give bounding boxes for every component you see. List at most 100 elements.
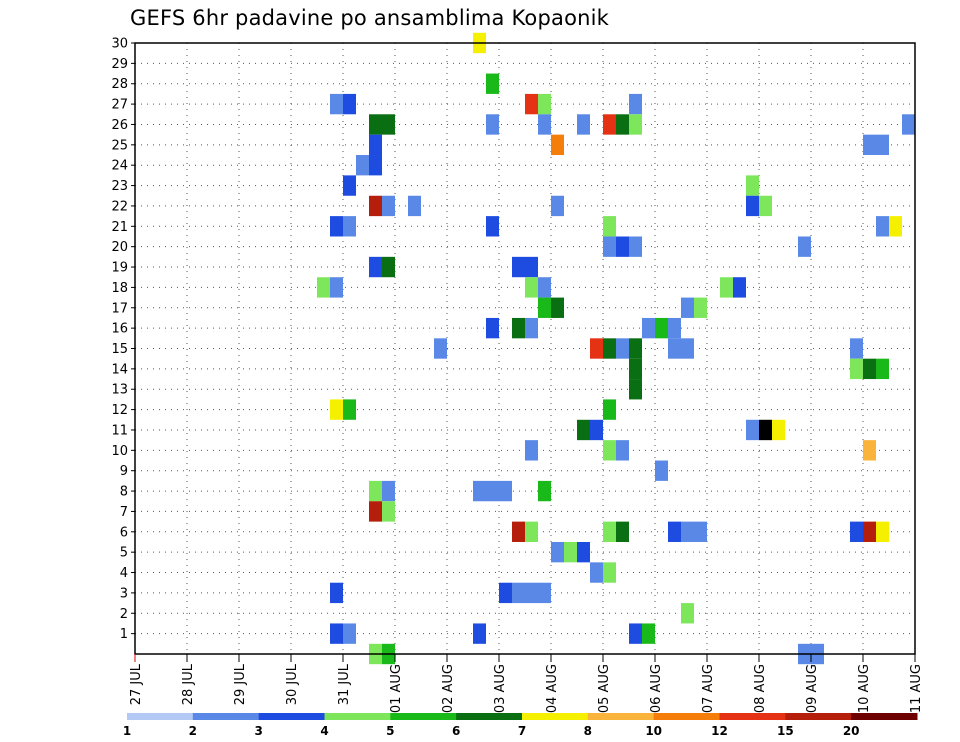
y-tick-label: 23: [111, 179, 128, 194]
y-tick-label: 30: [111, 37, 128, 52]
x-tick-label: 08 AUG: [753, 664, 768, 713]
y-tick-label: 19: [111, 261, 128, 276]
heatmap-cell: [616, 236, 629, 257]
heatmap-cell: [642, 317, 655, 339]
heatmap-cell: [668, 338, 681, 359]
heatmap-cell: [538, 114, 551, 135]
heatmap-cell: [564, 541, 577, 563]
heatmap-cell: [863, 440, 876, 461]
x-tick-label: 31 JUL: [337, 663, 352, 705]
heatmap-cell: [525, 521, 538, 542]
heatmap-cell: [603, 236, 616, 257]
heatmap-cell: [408, 195, 421, 217]
heatmap-cell: [629, 623, 642, 644]
heatmap-cell: [655, 317, 668, 339]
y-tick-label: 28: [111, 77, 128, 92]
heatmap-cell: [590, 419, 603, 441]
x-tick-label: 29 JUL: [233, 663, 248, 705]
legend-swatch: [192, 713, 260, 720]
heatmap-cell: [629, 114, 642, 135]
x-tick-label: 01 AUG: [389, 664, 404, 713]
y-tick-label: 16: [111, 322, 128, 337]
heatmap-cell: [889, 216, 902, 237]
y-tick-label: 29: [111, 57, 128, 72]
legend-swatch: [522, 713, 589, 720]
x-tick-label: 10 AUG: [857, 664, 872, 713]
heatmap-cell: [343, 216, 356, 237]
heatmap-cell: [655, 460, 668, 481]
heatmap-cell: [382, 256, 395, 278]
heatmap-cell: [343, 623, 356, 644]
heatmap-cell: [317, 277, 330, 298]
heatmap-cell: [681, 521, 694, 542]
heatmap-cell: [538, 277, 551, 298]
heatmap-cell: [434, 338, 447, 359]
heatmap-cell: [668, 317, 681, 339]
y-tick-label: 6: [120, 525, 128, 540]
legend-swatch: [851, 713, 918, 720]
heatmap-cell: [876, 134, 889, 156]
x-tick-label: 11 AUG: [909, 664, 924, 713]
y-tick-label: 18: [111, 281, 128, 296]
heatmap-cell: [603, 562, 616, 583]
heatmap-cell: [850, 338, 863, 359]
heatmap-cell: [525, 440, 538, 461]
legend-swatch: [653, 713, 720, 720]
heatmap-cell: [681, 603, 694, 624]
heatmap-cell: [512, 582, 525, 604]
y-tick-label: 12: [111, 403, 128, 418]
heatmap-cell: [525, 256, 538, 278]
heatmap-cell: [629, 338, 642, 359]
heatmap-cell: [499, 480, 512, 502]
heatmap-cell: [577, 541, 590, 563]
heatmap-cell: [876, 216, 889, 237]
y-tick-label: 22: [111, 199, 128, 214]
heatmap-cell: [538, 93, 551, 115]
heatmap-cell: [356, 155, 369, 176]
heatmap-cell: [590, 338, 603, 359]
heatmap-cell: [486, 317, 499, 339]
heatmap-cell: [863, 134, 876, 156]
y-tick-label: 10: [111, 444, 128, 459]
heatmap-cell: [343, 399, 356, 420]
heatmap-cell: [369, 155, 382, 176]
heatmap-cell: [512, 256, 525, 278]
x-tick-label: 05 AUG: [597, 664, 612, 713]
heatmap-cell: [343, 93, 356, 115]
heatmap-cell: [603, 114, 616, 135]
y-tick-label: 8: [120, 485, 128, 500]
legend-swatch: [324, 713, 391, 720]
legend-swatch: [456, 713, 523, 720]
heatmap-cell: [369, 114, 382, 135]
y-tick-label: 14: [111, 362, 128, 377]
heatmap-cell: [603, 216, 616, 237]
heatmap-cell: [681, 338, 694, 359]
legend-swatch: [127, 713, 194, 720]
legend-label: 6: [452, 724, 460, 738]
heatmap-cell: [759, 195, 772, 217]
legend-label: 20: [843, 724, 860, 738]
heatmap-cell: [551, 297, 564, 318]
legend-label: 10: [645, 724, 662, 738]
heatmap-cell: [902, 114, 915, 135]
heatmap-cell: [551, 541, 564, 563]
heatmap-cell: [330, 582, 343, 604]
heatmap-cell: [330, 216, 343, 237]
heatmap-cell: [616, 338, 629, 359]
heatmap-cell: [551, 195, 564, 217]
legend-label: 2: [189, 724, 197, 738]
heatmap-cell: [512, 521, 525, 542]
heatmap-cell: [382, 114, 395, 135]
legend-label: 1: [123, 724, 131, 738]
heatmap-cell: [369, 195, 382, 217]
heatmap-cell: [759, 419, 772, 441]
heatmap-cell: [330, 93, 343, 115]
heatmap-cell: [746, 419, 759, 441]
y-tick-label: 24: [111, 159, 128, 174]
heatmap-cell: [486, 216, 499, 237]
heatmap-cell: [525, 317, 538, 339]
y-tick-label: 26: [111, 118, 128, 133]
legend-swatch: [258, 713, 325, 720]
heatmap-cell: [590, 562, 603, 583]
heatmap-cell: [369, 256, 382, 278]
